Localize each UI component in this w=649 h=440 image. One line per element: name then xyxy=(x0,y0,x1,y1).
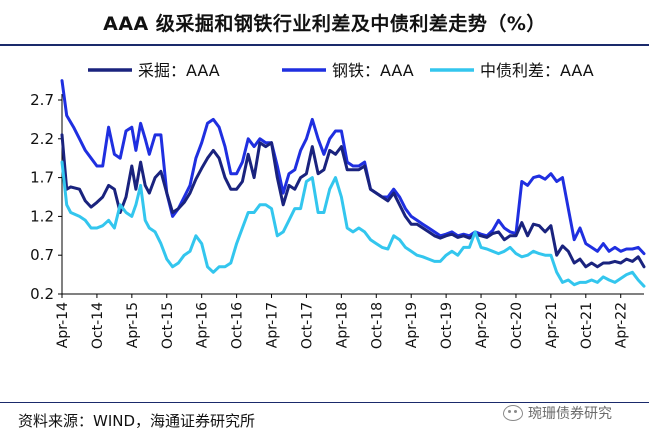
x-tick-label: Apr-22 xyxy=(614,302,630,348)
x-tick-label: Apr-15 xyxy=(125,302,141,348)
legend-label: 采掘：AAA xyxy=(138,61,220,80)
wechat-icon xyxy=(503,405,523,421)
x-tick-label: Apr-14 xyxy=(55,302,71,348)
watermark: 琬珊债券研究 xyxy=(503,403,612,423)
series-line xyxy=(60,160,646,288)
watermark-text: 琬珊债券研究 xyxy=(528,406,612,422)
title-bar: AAA 级采掘和钢铁行业利差及中债利差走势（%） xyxy=(0,0,649,44)
x-tick-label: Apr-19 xyxy=(404,302,420,348)
series-line xyxy=(60,133,646,269)
legend-label: 钢铁：AAA xyxy=(332,61,414,80)
x-tick-label: Oct-17 xyxy=(299,302,315,349)
y-tick-label: 1.2 xyxy=(30,207,54,225)
x-tick-label: Oct-21 xyxy=(579,302,595,349)
series-line xyxy=(60,79,646,256)
x-tick-label: Oct-20 xyxy=(509,302,525,349)
y-tick-label: 2.2 xyxy=(30,130,54,148)
x-tick-label: Oct-16 xyxy=(230,302,246,349)
x-tick-label: Oct-14 xyxy=(90,302,106,349)
title-divider xyxy=(0,44,649,46)
x-tick-label: Oct-19 xyxy=(439,302,455,349)
x-tick-label: Apr-16 xyxy=(195,302,211,348)
x-tick-label: Oct-18 xyxy=(369,302,385,349)
footer-divider xyxy=(0,402,649,403)
y-tick-label: 2.7 xyxy=(30,91,54,109)
legend-label: 中债利差：AAA xyxy=(480,61,594,80)
x-tick-label: Apr-21 xyxy=(544,302,560,348)
x-tick-label: Oct-15 xyxy=(160,302,176,349)
x-tick-label: Apr-17 xyxy=(265,302,281,348)
y-tick-label: 0.2 xyxy=(30,285,54,303)
y-tick-label: 0.7 xyxy=(30,246,54,264)
chart-title: AAA 级采掘和钢铁行业利差及中债利差走势（%） xyxy=(103,12,546,35)
source-note: 资料来源：WIND，海通证券研究所 xyxy=(18,412,256,430)
x-tick-label: Apr-18 xyxy=(334,302,350,348)
x-tick-label: Apr-20 xyxy=(474,302,490,348)
y-tick-label: 1.7 xyxy=(30,169,54,187)
